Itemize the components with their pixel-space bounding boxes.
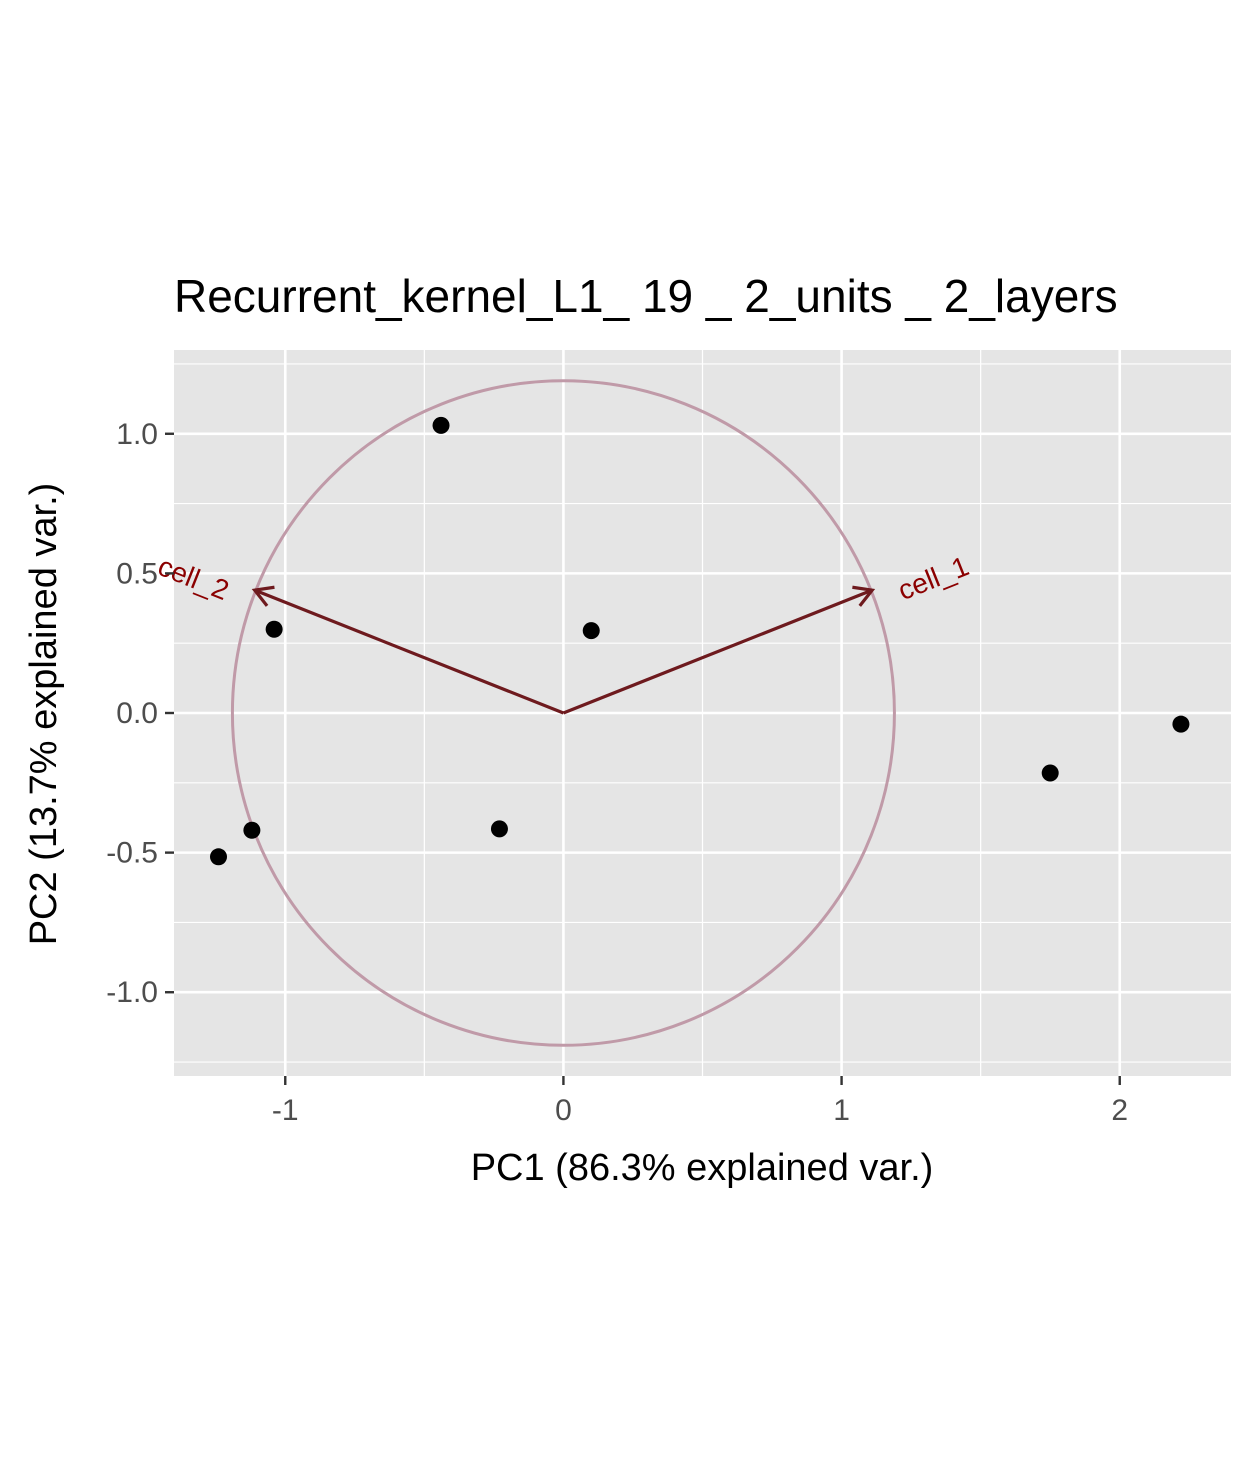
data-point bbox=[1041, 764, 1059, 782]
axes-layer: -1 0 1 2 -1.0 -0.5 0.0 0.5 1.0 bbox=[106, 418, 1128, 1127]
chart-title: Recurrent_kernel_L1_ 19 _ 2_units _ 2_la… bbox=[174, 270, 1118, 322]
y-tick-label: -1.0 bbox=[106, 976, 158, 1009]
data-point bbox=[432, 416, 450, 434]
data-point bbox=[243, 821, 261, 839]
data-point bbox=[490, 820, 508, 838]
arrowhead-cell_1 bbox=[852, 585, 876, 607]
x-axis-title: PC1 (86.3% explained var.) bbox=[471, 1147, 934, 1189]
correlation-circle-layer bbox=[230, 379, 896, 1047]
data-point bbox=[1172, 715, 1190, 733]
data-points-layer bbox=[210, 416, 1190, 866]
x-tick-label: -1 bbox=[272, 1094, 299, 1127]
y-axis-title: PC2 (13.7% explained var.) bbox=[23, 483, 65, 946]
loading-arrow-cell_1 bbox=[562, 588, 873, 715]
y-tick-label: 0.0 bbox=[116, 697, 158, 730]
data-point bbox=[582, 622, 600, 640]
correlation-circle bbox=[230, 379, 896, 1047]
y-tick-label: -0.5 bbox=[106, 837, 158, 870]
arrowhead-cell_2 bbox=[251, 585, 275, 607]
y-tick-label: 0.5 bbox=[116, 557, 158, 590]
x-tick-label: 1 bbox=[833, 1094, 850, 1127]
loading-arrow-cell_2 bbox=[254, 588, 565, 715]
y-tick-label: 1.0 bbox=[116, 418, 158, 451]
x-tick-label: 0 bbox=[555, 1094, 572, 1127]
data-point bbox=[265, 620, 283, 638]
x-tick-label: 2 bbox=[1111, 1094, 1128, 1127]
data-point bbox=[210, 848, 228, 866]
